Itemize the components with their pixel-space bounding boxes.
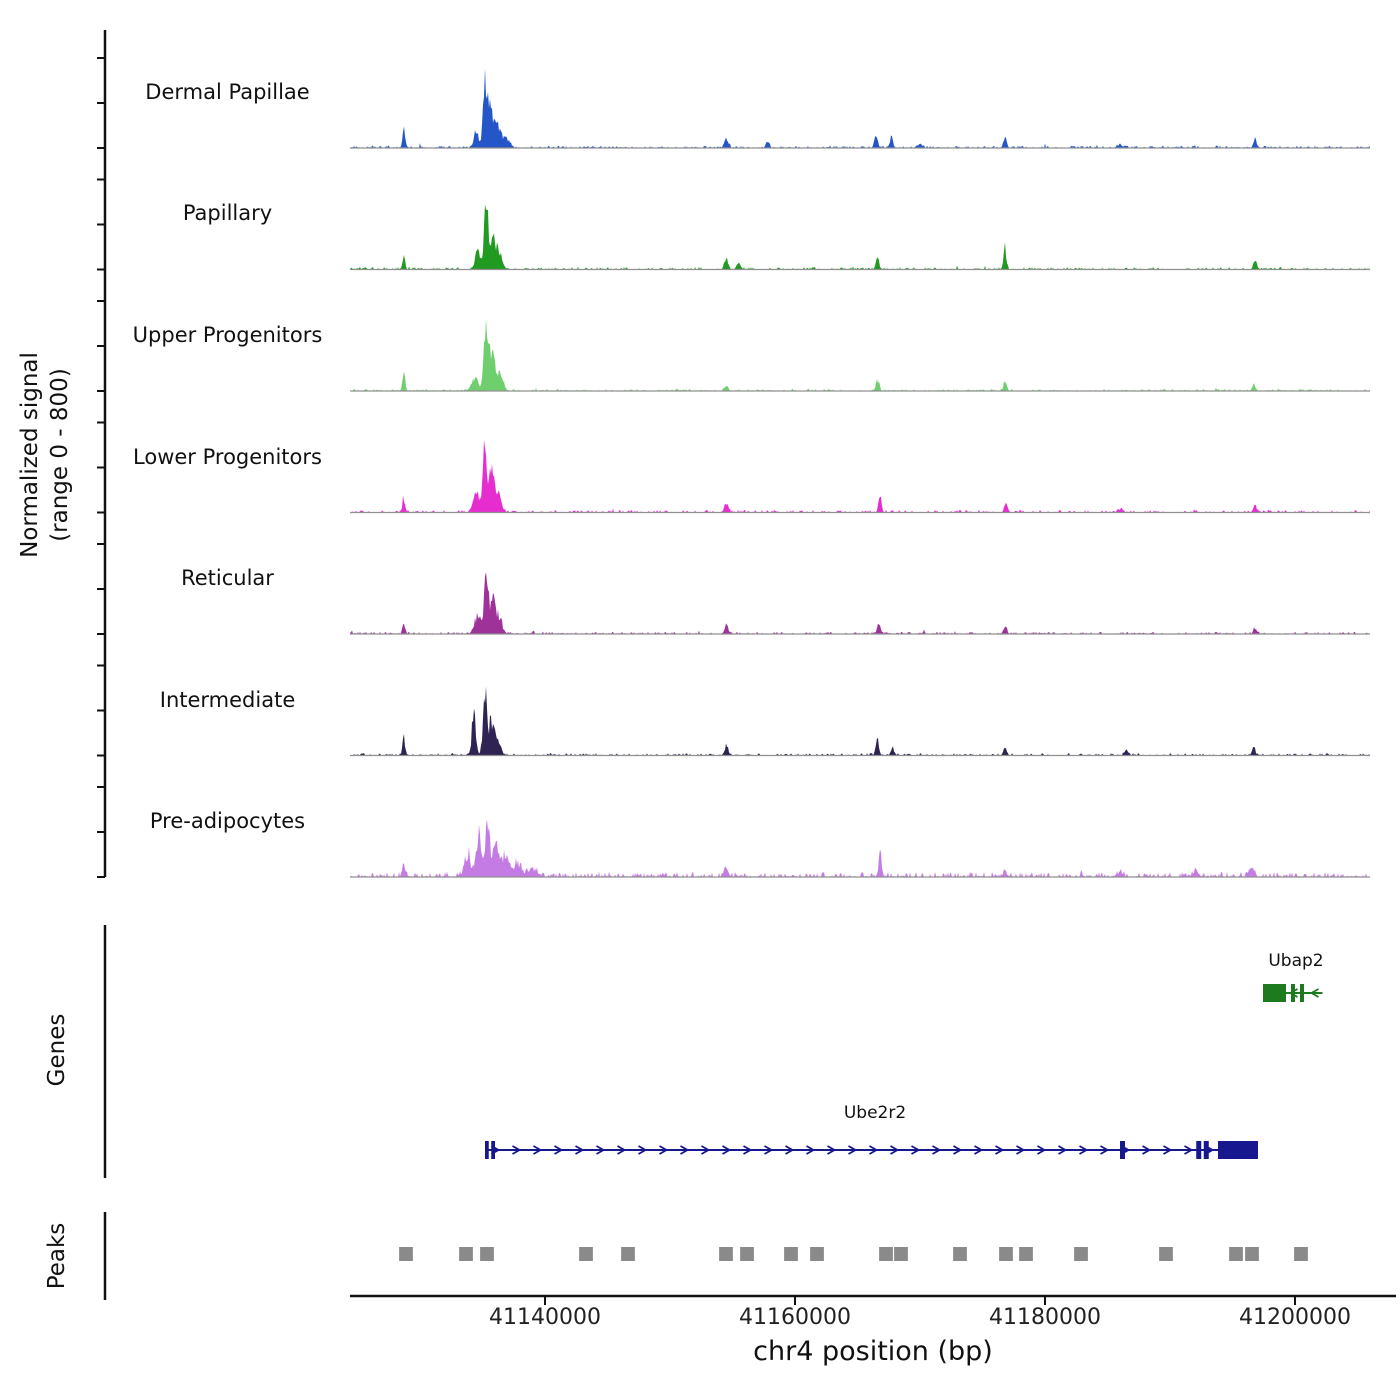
track-label-intermediate: Intermediate — [159, 688, 296, 712]
gene-label-ube2r2: Ube2r2 — [843, 1103, 907, 1123]
peak-box — [810, 1247, 824, 1261]
peak-box — [1074, 1247, 1088, 1261]
y-axis-label-line1: Normalized signal — [17, 352, 44, 558]
gene-glyph-ube2r2 — [485, 1141, 1258, 1159]
track-label-papillary: Papillary — [182, 201, 273, 225]
peak-box — [1294, 1247, 1308, 1261]
peak-box — [1019, 1247, 1033, 1261]
gene-glyph-ubap2 — [1263, 984, 1323, 1002]
signal-track-3 — [350, 439, 1370, 514]
genes-section-label: Genes — [44, 1013, 70, 1087]
signal-track-5 — [350, 686, 1370, 757]
peak-box — [1229, 1247, 1243, 1261]
peaks-section — [103, 1212, 1308, 1300]
x-tick-label-41140000: 41140000 — [489, 1305, 601, 1330]
peak-box — [1159, 1247, 1173, 1261]
peak-box — [719, 1247, 733, 1261]
peak-box — [879, 1247, 893, 1261]
signal-track-2 — [350, 318, 1370, 392]
x-tick-label-41180000: 41180000 — [989, 1305, 1101, 1330]
peak-box — [399, 1247, 413, 1261]
peak-box — [480, 1247, 494, 1261]
genes-section — [103, 925, 1323, 1178]
track-label-pre-adipocytes: Pre-adipocytes — [149, 809, 306, 833]
track-label-lower-progenitors: Lower Progenitors — [133, 445, 322, 469]
track-label-upper-progenitors: Upper Progenitors — [132, 323, 323, 347]
track-label-dermal-papillae: Dermal Papillae — [145, 80, 310, 104]
signal-track-0 — [350, 68, 1370, 149]
peak-box — [894, 1247, 908, 1261]
peak-box — [621, 1247, 635, 1261]
peak-box — [740, 1247, 754, 1261]
x-axis-title: chr4 position (bp) — [753, 1336, 993, 1367]
signal-y-axis — [97, 30, 107, 878]
signal-track-6 — [350, 819, 1370, 878]
x-axis — [350, 1294, 1396, 1305]
x-tick-label-41200000: 41200000 — [1239, 1305, 1351, 1330]
y-axis-label-line2: (range 0 - 800) — [47, 368, 73, 542]
gene-label-ubap2: Ubap2 — [1268, 951, 1324, 971]
track-label-reticular: Reticular — [181, 566, 274, 590]
peak-box — [459, 1247, 473, 1261]
peak-box — [1245, 1247, 1259, 1261]
peaks-section-label: Peaks — [44, 1222, 70, 1290]
y-axis-label: Normalized signal (range 0 - 800) — [16, 352, 76, 558]
peak-box — [999, 1247, 1013, 1261]
peak-box — [953, 1247, 967, 1261]
signal-track-4 — [350, 571, 1370, 635]
peak-box — [579, 1247, 593, 1261]
x-tick-label-41160000: 41160000 — [739, 1305, 851, 1330]
peak-box — [784, 1247, 798, 1261]
signal-track-1 — [350, 204, 1370, 271]
